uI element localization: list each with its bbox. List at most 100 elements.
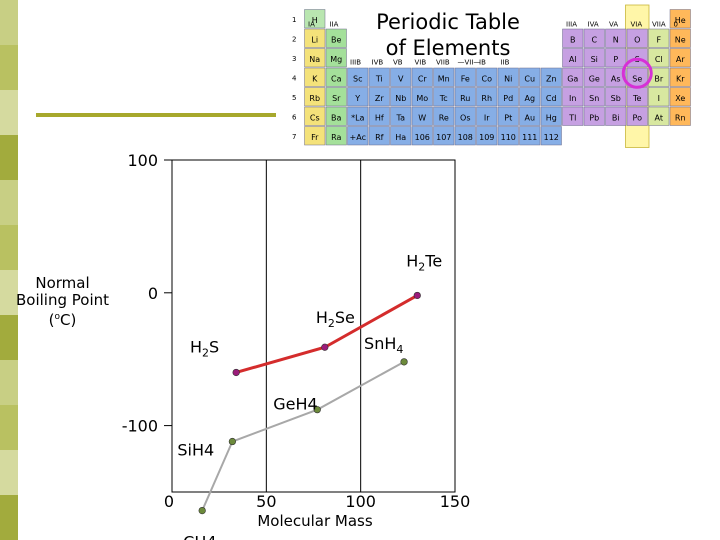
data-point-label: CH4	[183, 533, 216, 540]
element-symbol: Rh	[481, 94, 492, 103]
element-cell	[411, 106, 433, 126]
element-cell	[497, 67, 519, 87]
element-symbol: Mo	[416, 94, 428, 103]
x-tick-label: 0	[164, 492, 174, 511]
element-cell	[368, 106, 390, 126]
element-cell	[605, 48, 627, 68]
element-symbol: W	[418, 114, 426, 123]
sidebar-stripe	[0, 90, 18, 135]
data-point-marker	[400, 358, 408, 366]
element-symbol: *La	[351, 114, 364, 123]
element-cell	[669, 67, 691, 87]
element-symbol: Os	[460, 114, 470, 123]
element-cell	[476, 106, 498, 126]
element-symbol: Ir	[484, 114, 490, 123]
element-cell	[519, 106, 541, 126]
element-symbol: Na	[309, 55, 320, 64]
data-point-marker	[321, 343, 329, 351]
element-symbol: Al	[569, 55, 577, 64]
element-symbol: Ca	[331, 75, 342, 84]
periodic-table-title-line2: of Elements	[386, 36, 511, 60]
element-symbol: At	[655, 114, 663, 123]
element-cell	[540, 67, 562, 87]
element-cell	[476, 67, 498, 87]
element-symbol: 112	[544, 133, 559, 142]
element-symbol: 109	[479, 133, 494, 142]
element-symbol: Fe	[461, 75, 470, 84]
element-symbol: Ne	[675, 36, 686, 45]
element-cell	[347, 126, 369, 146]
element-cell	[325, 48, 347, 68]
element-cell	[583, 67, 605, 87]
group-label: IIIA	[566, 21, 577, 29]
element-cell	[669, 48, 691, 68]
element-symbol: Sc	[353, 75, 362, 84]
element-cell	[648, 67, 670, 87]
element-symbol: Co	[482, 75, 493, 84]
group-label: VA	[609, 21, 618, 29]
element-cell	[626, 28, 648, 48]
element-cell	[648, 106, 670, 126]
data-point-label: SnH4	[364, 334, 403, 356]
element-cell	[669, 9, 691, 29]
element-cell	[347, 67, 369, 87]
element-symbol: Mg	[330, 55, 342, 64]
element-cell	[669, 28, 691, 48]
element-symbol: Nb	[395, 94, 406, 103]
element-symbol: Fr	[311, 133, 319, 142]
element-symbol: Xe	[675, 94, 685, 103]
element-symbol: Sr	[332, 94, 341, 103]
data-point-marker	[232, 368, 240, 377]
element-cell	[368, 67, 390, 87]
sidebar-stripe	[0, 0, 18, 45]
element-symbol: Pd	[503, 94, 513, 103]
element-symbol: 108	[458, 133, 473, 142]
group-label: IIIB	[350, 59, 361, 67]
element-symbol: B	[570, 36, 576, 45]
element-symbol: Se	[632, 75, 642, 84]
element-symbol: P	[613, 55, 618, 64]
element-symbol: V	[398, 75, 404, 84]
element-symbol: He	[675, 16, 686, 25]
element-symbol: N	[613, 36, 619, 45]
element-symbol: In	[569, 94, 576, 103]
element-cell	[390, 126, 412, 146]
period-number: 7	[292, 133, 296, 141]
element-symbol: +Ac	[350, 133, 366, 142]
data-point-marker	[313, 406, 321, 414]
element-cell	[497, 106, 519, 126]
title-underline-rule	[36, 113, 276, 117]
element-cell	[454, 126, 476, 146]
sidebar-stripe	[0, 180, 18, 225]
element-cell	[562, 106, 584, 126]
element-symbol: Rn	[675, 114, 686, 123]
y-axis-title: Normal Boiling Point (oC)	[10, 275, 115, 329]
sidebar-stripe	[0, 495, 18, 540]
series-line	[201, 360, 405, 511]
element-symbol: 107	[436, 133, 451, 142]
element-symbol: Ra	[331, 133, 341, 142]
element-cell	[540, 87, 562, 107]
selenium-highlight-circle	[621, 57, 653, 89]
element-symbol: Ag	[524, 94, 535, 103]
element-symbol: Cs	[310, 114, 320, 123]
element-cell	[368, 87, 390, 107]
data-point-marker	[413, 291, 421, 300]
group-label: —VII—	[458, 59, 481, 67]
period-number: 6	[292, 114, 297, 122]
element-symbol: Sb	[611, 94, 621, 103]
group-label: VB	[393, 59, 403, 67]
element-symbol: Ha	[395, 133, 406, 142]
sidebar-stripe	[0, 225, 18, 270]
sidebar-stripe	[0, 270, 18, 315]
group-label: VIIA	[652, 21, 666, 29]
y-tick-label: 100	[127, 151, 158, 170]
element-cell	[476, 126, 498, 146]
element-cell	[669, 87, 691, 107]
element-cell	[433, 126, 455, 146]
element-cell	[390, 67, 412, 87]
element-symbol: Po	[633, 114, 643, 123]
sidebar-stripe	[0, 450, 18, 495]
y-tick-label: 0	[148, 284, 158, 303]
element-cell	[304, 87, 326, 107]
